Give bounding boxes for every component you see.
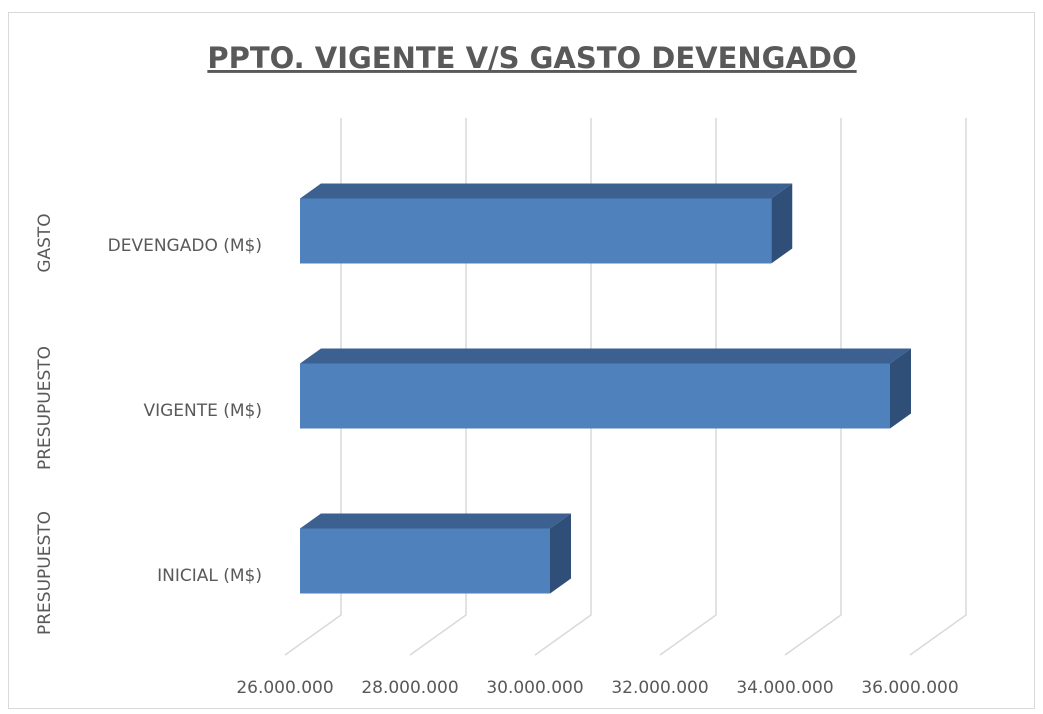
x-tick-label: 30.000.000 bbox=[486, 678, 583, 698]
y-group-label: GASTO bbox=[35, 213, 55, 272]
grid-line bbox=[284, 118, 342, 656]
grid-line bbox=[409, 118, 467, 656]
x-tick-label: 36.000.000 bbox=[861, 678, 958, 698]
bar-top bbox=[300, 348, 911, 364]
bar-top bbox=[300, 183, 793, 199]
x-tick-label: 34.000.000 bbox=[736, 678, 833, 698]
bar-side bbox=[890, 348, 911, 429]
x-tick-label: 32.000.000 bbox=[611, 678, 708, 698]
x-tick-label: 26.000.000 bbox=[236, 678, 333, 698]
chart-title: PPTO. VIGENTE V/S GASTO DEVENGADO bbox=[207, 41, 856, 75]
x-tick-label: 28.000.000 bbox=[361, 678, 458, 698]
grid-line bbox=[784, 118, 842, 656]
bar bbox=[300, 528, 550, 594]
bar bbox=[300, 198, 772, 264]
grid-line bbox=[909, 118, 967, 656]
bar-side bbox=[771, 183, 793, 264]
grid-line bbox=[534, 118, 592, 656]
y-tick-label: VIGENTE (M$) bbox=[143, 401, 262, 421]
y-group-label: PRESUPUESTO bbox=[35, 511, 55, 635]
bar-side bbox=[550, 513, 571, 594]
y-tick-label: INICIAL (M$) bbox=[157, 566, 262, 586]
y-group-label: PRESUPUESTO bbox=[35, 346, 55, 470]
bar-top bbox=[300, 513, 571, 529]
y-tick-label: DEVENGADO (M$) bbox=[108, 236, 262, 256]
grid-line bbox=[659, 118, 717, 656]
bar bbox=[300, 363, 890, 429]
